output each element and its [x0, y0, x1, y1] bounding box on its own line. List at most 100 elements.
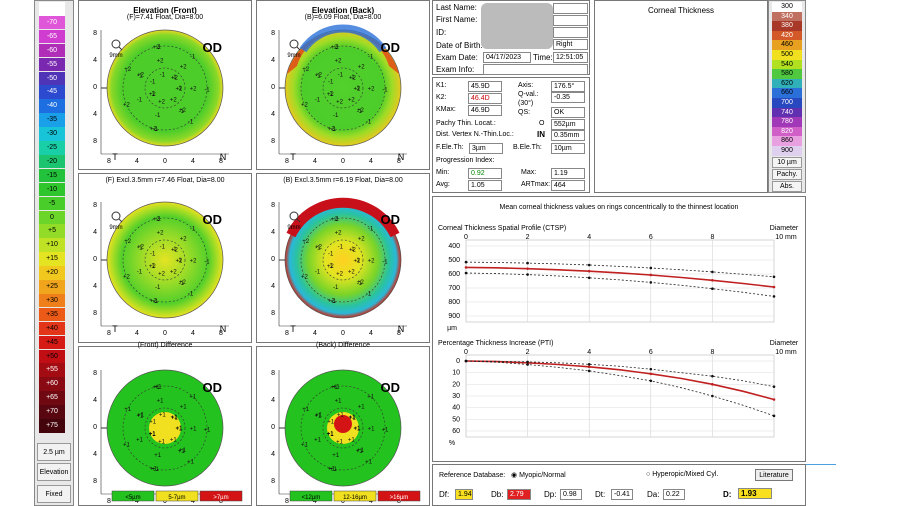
map-value: +2: [150, 126, 158, 132]
y-tick: 4: [93, 57, 97, 64]
scale-cell: +35: [39, 307, 65, 322]
fixed-mode-button[interactable]: Fixed: [37, 485, 71, 503]
kerat-label: Q-val.:: [518, 91, 539, 98]
ring: [322, 407, 364, 449]
map-back_excl[interactable]: (B) Excl.3.5mm r=6.19 Float, Dia=8.00 8 4 0…: [271, 177, 407, 337]
ring: [144, 67, 186, 109]
map-value: +2: [302, 239, 310, 245]
ref-myopic-radio[interactable]: ◉ Myopic/Normal: [511, 472, 566, 479]
map-value: +1: [349, 416, 357, 422]
map-value: +1: [302, 407, 310, 413]
kerat-value: 464: [551, 180, 585, 191]
map-value: +1: [367, 394, 375, 400]
map-value: -1: [349, 247, 355, 253]
map-value: -1: [171, 247, 177, 253]
chart-1: Percentage Thickness Increase (PTI) Diame…: [438, 340, 799, 447]
map-value: +2: [349, 76, 357, 82]
literature-button[interactable]: Literature: [755, 469, 793, 481]
map-front_diff[interactable]: (Front) Difference8404884048TNOD+1+1+1+1…: [93, 342, 229, 505]
x-tick: 4: [313, 330, 317, 337]
zoom-icon-handle: [296, 218, 301, 223]
scale-cell: +75: [39, 419, 65, 433]
map-value: +2: [150, 298, 158, 304]
map-value: -1: [333, 285, 339, 291]
map-value: +1: [354, 426, 362, 432]
scale-cell: -30: [39, 127, 65, 141]
data-point: [772, 285, 776, 289]
data-point: [711, 270, 714, 274]
map-size-label: 9mm: [287, 53, 300, 59]
map-value: -1: [333, 113, 339, 119]
series-line: [465, 360, 775, 388]
map-value: -1: [156, 45, 162, 51]
ref-hyperopic-radio[interactable]: ○ Hyperopic/Mixed Cyl.: [646, 471, 719, 478]
y-tick: 4: [93, 451, 97, 458]
scale-cell: 660: [772, 88, 802, 98]
y-tick: 8: [271, 370, 275, 377]
abs-mode-button[interactable]: Abs.: [772, 181, 802, 192]
eye-field: Right: [553, 39, 588, 50]
corneal-thickness-panel[interactable]: Corneal Thickness: [594, 0, 768, 193]
y-tick: 20: [452, 381, 460, 388]
y-tick: 600: [448, 271, 460, 278]
zoom-icon[interactable]: [111, 39, 121, 49]
patient-info-panel: Last Name: First Name: ID: Date of Birth…: [432, 0, 590, 75]
map-value: +2: [331, 217, 339, 223]
map-value: +1: [176, 427, 184, 433]
map-value: +1: [358, 405, 366, 411]
data-point: [587, 369, 591, 373]
map-value: +2: [190, 258, 198, 264]
map-value: -1: [327, 91, 333, 97]
map-subtitle: (Back) Difference: [316, 342, 370, 349]
elevation-mode-button[interactable]: Elevation: [37, 463, 71, 481]
map-value: +1: [368, 426, 376, 432]
y-tick: 4: [271, 57, 275, 64]
id-field[interactable]: [553, 27, 588, 38]
map-value: +2: [158, 272, 166, 278]
zoom-icon[interactable]: [111, 211, 121, 221]
legend-swatch: [377, 490, 421, 502]
scale-cell: -20: [39, 154, 65, 169]
x-tick: 6: [649, 234, 653, 241]
x-tick: 4: [369, 330, 373, 337]
scale-cell: -50: [39, 71, 65, 85]
map-value: +1: [154, 453, 162, 459]
last-name-field[interactable]: [553, 3, 588, 14]
map-value: -1: [179, 109, 185, 115]
pachy-mode-button[interactable]: Pachy.: [772, 169, 802, 180]
scale-step-button[interactable]: 10 µm: [772, 157, 802, 168]
zoom-icon[interactable]: [289, 211, 299, 221]
map-back_diff[interactable]: (Back) Difference8404884048TNOD+1+1+1+1+…: [271, 342, 407, 505]
map-value: +2: [368, 86, 376, 92]
map-value: +1: [149, 419, 157, 425]
legend-swatch: [111, 490, 155, 502]
data-point: [772, 398, 776, 401]
map-value: -1: [315, 270, 321, 276]
kerat-value: 1.05: [468, 180, 502, 191]
nasal-label: N: [220, 152, 227, 162]
map-value: -1: [150, 251, 156, 257]
data-point: [711, 374, 714, 378]
scale-cell: 900: [772, 146, 802, 156]
panel-title: Elevation (Back): [311, 6, 375, 15]
temporal-label: T: [290, 152, 296, 162]
data-point: [526, 261, 529, 265]
exam-info-field[interactable]: [483, 64, 588, 75]
map-center-hot: [334, 415, 352, 433]
map-value: -1: [334, 45, 340, 51]
map-front_excl[interactable]: (F) Excl.3.5mm r=7.46 Float, Dia=8.00 8 4 0…: [93, 177, 229, 337]
map-value: +2: [170, 97, 178, 103]
scale-cell: 0: [39, 210, 65, 224]
chart-title: Percentage Thickness Increase (PTI): [438, 340, 553, 347]
zoom-icon[interactable]: [289, 39, 299, 49]
scale-step-button[interactable]: 2.5 µm: [37, 443, 71, 461]
map-value: +1: [332, 453, 340, 459]
x-tick: 8: [710, 234, 714, 241]
data-point: [649, 273, 653, 277]
kerat-label: B.Ele.Th:: [513, 144, 542, 151]
first-name-field[interactable]: [553, 15, 588, 26]
x-tick: 0: [341, 158, 345, 165]
map-value: +1: [331, 385, 339, 391]
